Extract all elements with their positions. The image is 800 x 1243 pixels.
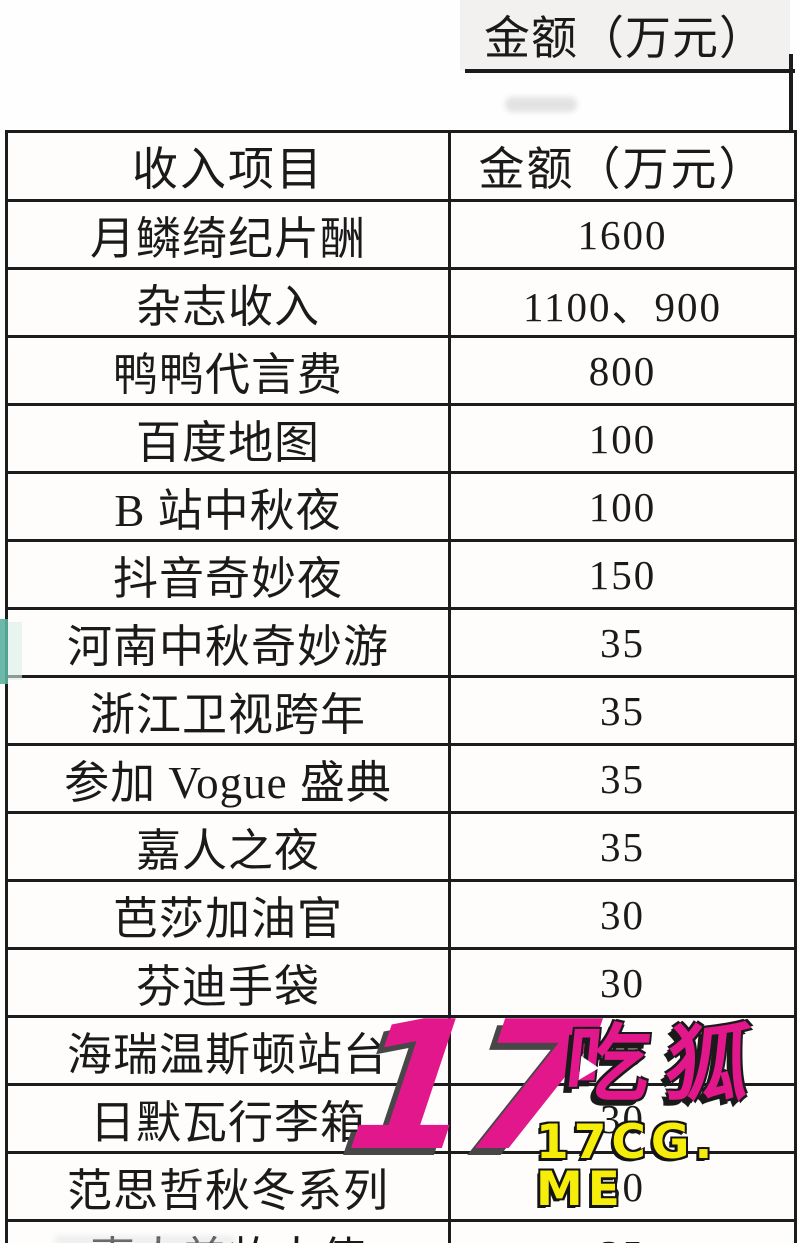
table-row: 鸭鸭代言费 800 [5, 335, 797, 406]
amount-cell[interactable]: 35 [448, 607, 797, 678]
amount-cell[interactable]: 30 [448, 879, 797, 950]
amount-cell[interactable]: 800 [448, 335, 797, 406]
amount-cell[interactable]: 30 [448, 1083, 797, 1154]
table-row: 百度地图 100 [5, 403, 797, 474]
table-row: B 站中秋夜 100 [5, 471, 797, 542]
amount-cell[interactable]: 30 [448, 1015, 797, 1086]
table-row: 芭莎加油官 30 [5, 879, 797, 950]
table-row: 浙江卫视跨年 35 [5, 675, 797, 746]
partial-amount-header-cell[interactable]: 金额（万元） [460, 0, 790, 70]
cell-selection-mark [0, 619, 8, 684]
income-item-cell[interactable]: 月鳞绮纪片酬 [5, 199, 451, 270]
amount-cell[interactable]: 1100、900 [448, 267, 797, 338]
table-row: 杂志收入 1100、900 [5, 267, 797, 338]
column-header-amount[interactable]: 金额（万元） [448, 130, 797, 202]
table-row: 参加 Vogue 盛典 35 [5, 743, 797, 814]
amount-cell[interactable]: 35 [448, 743, 797, 814]
column-header-income-item[interactable]: 收入项目 [5, 130, 451, 202]
income-item-cell[interactable]: 鸭鸭代言费 [5, 335, 451, 406]
watermark-play-triangle-icon [578, 1056, 601, 1080]
amount-cell[interactable]: 35 [448, 675, 797, 746]
amount-cell[interactable]: 35 [448, 1219, 797, 1243]
watermark-site-url: 17CG. ME [536, 1115, 718, 1217]
income-item-cell[interactable]: 范思哲秋冬系列 [5, 1151, 451, 1222]
partial-amount-header-label: 金额（万元） [484, 13, 766, 64]
table-row: 海瑞温斯顿站台 30 [5, 1015, 797, 1086]
table-row: 河南中秋奇妙游 35 [5, 607, 797, 678]
income-item-cell[interactable]: 参加 Vogue 盛典 [5, 743, 451, 814]
income-item-cell[interactable]: 芬迪手袋 [5, 947, 451, 1018]
income-item-cell[interactable]: 杂志收入 [5, 267, 451, 338]
amount-cell[interactable]: 35 [448, 811, 797, 882]
table-row: 日默瓦行李箱 30 [5, 1083, 797, 1154]
amount-cell[interactable]: 30 [448, 947, 797, 1018]
table-row: 范思哲秋冬系列 30 [5, 1151, 797, 1222]
amount-cell[interactable]: 1600 [448, 199, 797, 270]
table-row: 抖音奇妙夜 150 [5, 539, 797, 610]
income-item-cell[interactable]: 海瑞温斯顿站台 [5, 1015, 451, 1086]
income-item-cell[interactable]: 百度地图 [5, 403, 451, 474]
fragment-bottom-border [465, 69, 795, 73]
income-item-cell[interactable]: B 站中秋夜 [5, 471, 451, 542]
income-item-cell[interactable]: 浙江卫视跨年 [5, 675, 451, 746]
compression-artifact [55, 1236, 235, 1243]
income-item-cell[interactable]: 嘉人之夜 [5, 811, 451, 882]
compression-artifact [505, 97, 577, 112]
income-item-cell[interactable]: 抖音奇妙夜 [5, 539, 451, 610]
amount-cell[interactable]: 100 [448, 403, 797, 474]
fragment-right-border [789, 54, 793, 132]
table-row: 月鳞绮纪片酬 1600 [5, 199, 797, 270]
table-row: 芬迪手袋 30 [5, 947, 797, 1018]
table-row: 嘉人之夜 35 [5, 811, 797, 882]
amount-cell[interactable]: 150 [448, 539, 797, 610]
header-row: 收入项目 金额（万元） [5, 130, 797, 202]
income-item-cell[interactable]: 日默瓦行李箱 [5, 1083, 451, 1154]
cell-selection-tint [8, 622, 22, 680]
income-table: 收入项目 金额（万元） 月鳞绮纪片酬 1600 杂志收入 1100、900 鸭鸭代言费 8… [5, 130, 797, 1243]
amount-cell[interactable]: 100 [448, 471, 797, 542]
income-item-cell[interactable]: 芭莎加油官 [5, 879, 451, 950]
income-item-cell[interactable]: 河南中秋奇妙游 [5, 607, 451, 678]
amount-cell[interactable]: 30 [448, 1151, 797, 1222]
